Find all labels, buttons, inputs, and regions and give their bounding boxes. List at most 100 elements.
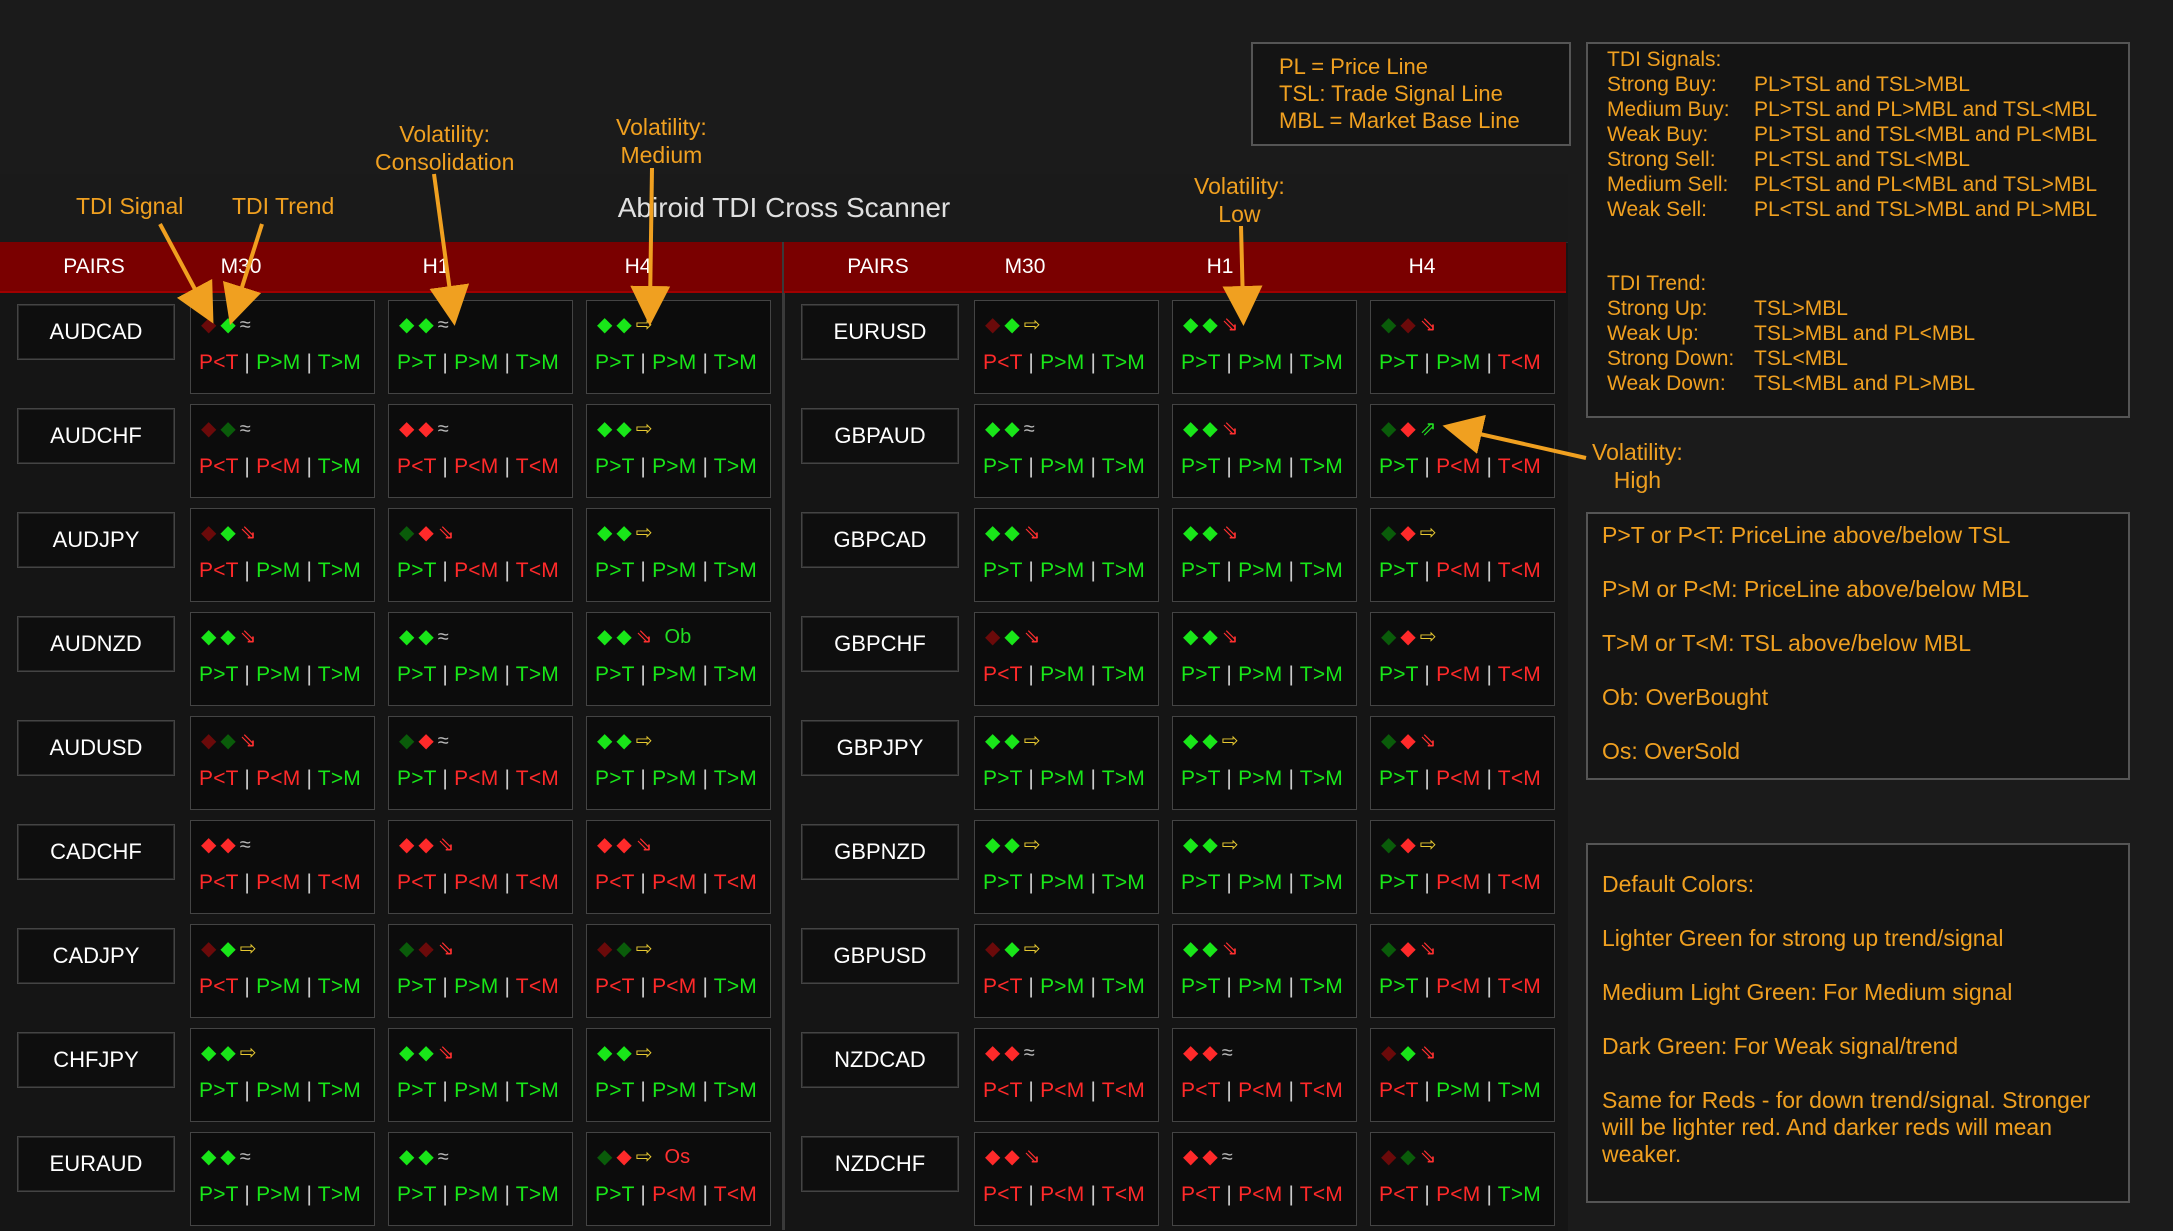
timeframe-cell[interactable]: ◆ ◆ ⇨ P>T | P>M | T>M <box>586 300 771 394</box>
overbought-oversold-badge: Os <box>664 1146 691 1168</box>
status-tsl-mbl: T>M <box>1299 559 1343 582</box>
timeframe-cell[interactable]: ◆ ◆ ⇨ P>T | P>M | T>M <box>190 1028 375 1122</box>
status-pl-mbl: P>M <box>256 351 301 374</box>
timeframe-cell[interactable]: ◆ ◆ ≈ P>T | P>M | T>M <box>388 1132 573 1226</box>
timeframe-cell[interactable]: ◆ ◆ ⇘ P>T | P>M | T<M <box>1370 300 1555 394</box>
tdi-signal-icon: ◆ <box>985 834 1001 856</box>
timeframe-cell[interactable]: ◆ ◆ ⇨ Os P>T | P<M | T<M <box>586 1132 771 1226</box>
timeframe-cell[interactable]: ◆ ◆ ⇨ P>T | P<M | T<M <box>1370 820 1555 914</box>
line-status-text: P>T | P>M | T>M <box>595 767 757 791</box>
pair-label[interactable]: GBPAUD <box>801 408 959 464</box>
separator: | <box>300 767 318 790</box>
timeframe-cell[interactable]: ◆ ◆ ⇘ P>T | P>M | T<M <box>388 924 573 1018</box>
pair-label[interactable]: GBPNZD <box>801 824 959 880</box>
pair-label[interactable]: NZDCHF <box>801 1136 959 1192</box>
timeframe-cell[interactable]: ◆ ◆ ⇘ P<T | P>M | T>M <box>974 612 1159 706</box>
timeframe-cell[interactable]: ◆ ◆ ⇗ P>T | P<M | T<M <box>1370 404 1555 498</box>
signal-row: ◆ ◆ ≈ <box>985 1039 1039 1067</box>
timeframe-cell[interactable]: ◆ ◆ ⇘ P<T | P<M | T<M <box>974 1132 1159 1226</box>
timeframe-cell[interactable]: ◆ ◆ ≈ P>T | P<M | T<M <box>388 716 573 810</box>
legend-line: P>M or P<M: PriceLine above/below MBL <box>1602 576 2029 602</box>
timeframe-cell[interactable]: ◆ ◆ ⇨ P<T | P>M | T>M <box>974 300 1159 394</box>
pair-label[interactable]: NZDCAD <box>801 1032 959 1088</box>
timeframe-cell[interactable]: ◆ ◆ ≈ P<T | P<M | T<M <box>190 820 375 914</box>
tdi-signal-icon: ◆ <box>201 730 217 752</box>
timeframe-cell[interactable]: ◆ ◆ ≈ P<T | P<M | T<M <box>1172 1028 1357 1122</box>
timeframe-cell[interactable]: ◆ ◆ ⇨ P<T | P<M | T>M <box>586 924 771 1018</box>
separator: | <box>498 455 516 478</box>
tdi-signal-icon: ◆ <box>1381 626 1397 648</box>
status-pl-mbl: P<M <box>1040 1183 1085 1206</box>
status-pl-tsl: P>T <box>1379 767 1419 790</box>
timeframe-cell[interactable]: ◆ ◆ ⇘ P>T | P>M | T>M <box>1172 404 1357 498</box>
timeframe-cell[interactable]: ◆ ◆ ⇘ P<T | P>M | T>M <box>1370 1028 1555 1122</box>
pair-label[interactable]: GBPCAD <box>801 512 959 568</box>
timeframe-cell[interactable]: ◆ ◆ ≈ P>T | P>M | T>M <box>388 300 573 394</box>
timeframe-cell[interactable]: ◆ ◆ ⇘ Ob P>T | P>M | T>M <box>586 612 771 706</box>
pair-label[interactable]: EURUSD <box>801 304 959 360</box>
pair-label[interactable]: CADJPY <box>17 928 175 984</box>
timeframe-cell[interactable]: ◆ ◆ ≈ P>T | P>M | T>M <box>974 404 1159 498</box>
timeframe-cell[interactable]: ◆ ◆ ⇨ P>T | P>M | T>M <box>586 716 771 810</box>
timeframe-cell[interactable]: ◆ ◆ ⇘ P>T | P<M | T<M <box>1370 924 1555 1018</box>
timeframe-cell[interactable]: ◆ ◆ ≈ P<T | P<M | T<M <box>388 404 573 498</box>
timeframe-cell[interactable]: ◆ ◆ ⇘ P>T | P>M | T>M <box>1172 300 1357 394</box>
timeframe-cell[interactable]: ◆ ◆ ⇘ P<T | P<M | T>M <box>1370 1132 1555 1226</box>
timeframe-cell[interactable]: ◆ ◆ ⇘ P<T | P<M | T<M <box>388 820 573 914</box>
pair-label[interactable]: GBPJPY <box>801 720 959 776</box>
pair-label[interactable]: AUDUSD <box>17 720 175 776</box>
timeframe-cell[interactable]: ◆ ◆ ⇨ P>T | P>M | T>M <box>1172 716 1357 810</box>
tdi-signal-icon: ◆ <box>399 1146 415 1168</box>
timeframe-cell[interactable]: ◆ ◆ ≈ P<T | P<M | T>M <box>190 404 375 498</box>
pair-label[interactable]: GBPCHF <box>801 616 959 672</box>
timeframe-cell[interactable]: ◆ ◆ ≈ P<T | P<M | T<M <box>1172 1132 1357 1226</box>
timeframe-cell[interactable]: ◆ ◆ ⇘ P>T | P>M | T>M <box>190 612 375 706</box>
timeframe-cell[interactable]: ◆ ◆ ≈ P<T | P>M | T>M <box>190 300 375 394</box>
signal-row: ◆ ◆ ⇘ <box>1381 1039 1441 1067</box>
timeframe-cell[interactable]: ◆ ◆ ⇘ P>T | P<M | T<M <box>1370 716 1555 810</box>
timeframe-cell[interactable]: ◆ ◆ ⇨ P>T | P>M | T>M <box>974 716 1159 810</box>
pair-label[interactable]: CADCHF <box>17 824 175 880</box>
timeframe-cell[interactable]: ◆ ◆ ≈ P>T | P>M | T>M <box>190 1132 375 1226</box>
tdi-signal-icon: ◆ <box>1183 1042 1199 1064</box>
timeframe-cell[interactable]: ◆ ◆ ⇨ P<T | P>M | T>M <box>190 924 375 1018</box>
timeframe-cell[interactable]: ◆ ◆ ⇘ P>T | P<M | T<M <box>388 508 573 602</box>
signal-row: ◆ ◆ ⇘ <box>399 831 459 859</box>
separator: | <box>1480 1079 1498 1102</box>
timeframe-cell[interactable]: ◆ ◆ ⇘ P<T | P<M | T<M <box>586 820 771 914</box>
timeframe-cell[interactable]: ◆ ◆ ≈ P>T | P>M | T>M <box>388 612 573 706</box>
timeframe-cell[interactable]: ◆ ◆ ⇨ P>T | P>M | T>M <box>586 508 771 602</box>
separator: | <box>300 1079 318 1102</box>
timeframe-cell[interactable]: ◆ ◆ ⇘ P>T | P>M | T>M <box>1172 508 1357 602</box>
timeframe-cell[interactable]: ◆ ◆ ⇨ P<T | P>M | T>M <box>974 924 1159 1018</box>
header-bar: PAIRS M30 H1 H4 <box>784 242 1566 293</box>
pair-label[interactable]: AUDCAD <box>17 304 175 360</box>
separator: | <box>1220 351 1239 374</box>
timeframe-cell[interactable]: ◆ ◆ ⇘ P>T | P>M | T>M <box>1172 612 1357 706</box>
separator: | <box>1418 663 1437 686</box>
status-pl-mbl: P>M <box>1238 455 1283 478</box>
tdi-trend-icon: ◆ <box>418 938 434 960</box>
pair-label[interactable]: AUDCHF <box>17 408 175 464</box>
status-pl-tsl: P<T <box>199 351 239 374</box>
timeframe-cell[interactable]: ◆ ◆ ≈ P<T | P<M | T<M <box>974 1028 1159 1122</box>
timeframe-cell[interactable]: ◆ ◆ ⇨ P>T | P>M | T>M <box>1172 820 1357 914</box>
signal-row: ◆ ◆ ⇨ Os <box>597 1143 694 1171</box>
separator: | <box>1084 975 1102 998</box>
timeframe-cell[interactable]: ◆ ◆ ⇘ P<T | P<M | T>M <box>190 716 375 810</box>
timeframe-cell[interactable]: ◆ ◆ ⇘ P>T | P>M | T>M <box>1172 924 1357 1018</box>
pair-label[interactable]: EURAUD <box>17 1136 175 1192</box>
timeframe-cell[interactable]: ◆ ◆ ⇨ P>T | P>M | T>M <box>586 404 771 498</box>
timeframe-cell[interactable]: ◆ ◆ ⇨ P>T | P<M | T<M <box>1370 612 1555 706</box>
timeframe-cell[interactable]: ◆ ◆ ⇘ P>T | P>M | T>M <box>388 1028 573 1122</box>
pair-label[interactable]: AUDJPY <box>17 512 175 568</box>
timeframe-cell[interactable]: ◆ ◆ ⇘ P<T | P>M | T>M <box>190 508 375 602</box>
timeframe-cell[interactable]: ◆ ◆ ⇨ P>T | P<M | T<M <box>1370 508 1555 602</box>
pair-label[interactable]: GBPUSD <box>801 928 959 984</box>
timeframe-cell[interactable]: ◆ ◆ ⇨ P>T | P>M | T>M <box>974 820 1159 914</box>
pair-label[interactable]: AUDNZD <box>17 616 175 672</box>
signal-row: ◆ ◆ ⇨ <box>597 415 657 443</box>
timeframe-cell[interactable]: ◆ ◆ ⇨ P>T | P>M | T>M <box>586 1028 771 1122</box>
timeframe-cell[interactable]: ◆ ◆ ⇘ P>T | P>M | T>M <box>974 508 1159 602</box>
pair-label[interactable]: CHFJPY <box>17 1032 175 1088</box>
